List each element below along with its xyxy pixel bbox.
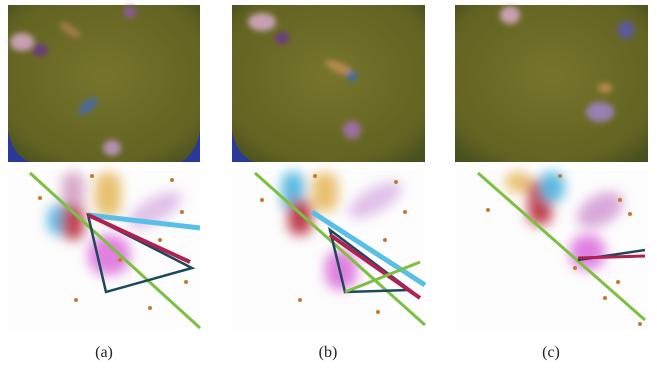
- panel-a: (a): [8, 5, 200, 361]
- video-frame: [8, 5, 200, 162]
- line: [578, 256, 645, 258]
- caption: (b): [319, 344, 338, 361]
- caption: (c): [542, 344, 560, 361]
- panel-c: (c): [455, 5, 648, 361]
- panel-b: (b): [232, 5, 425, 361]
- caption: (a): [95, 344, 113, 361]
- figure: (a) (b): [0, 0, 657, 369]
